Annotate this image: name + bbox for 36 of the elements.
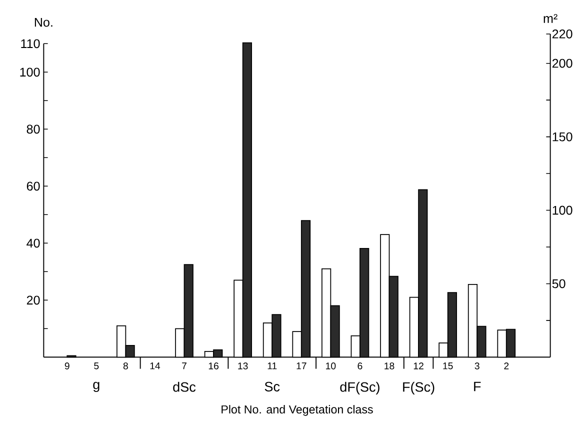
x-tick-label: 5 xyxy=(94,362,99,370)
text: g xyxy=(93,382,100,392)
x-tick-label: 13 xyxy=(238,362,248,370)
y-tick-label: 60 xyxy=(26,182,40,191)
y2-tick-label: 220 xyxy=(552,30,572,39)
x-tick-label: 14 xyxy=(150,362,160,370)
x-tick-label: 16 xyxy=(208,362,218,370)
x-tick-label: 6 xyxy=(358,362,362,370)
y-tick-label: 20 xyxy=(26,296,40,305)
x-tick-label: 18 xyxy=(384,362,394,370)
x-axis-title: Plot No. and Vegetation class xyxy=(222,405,373,416)
x-tick-label: 12 xyxy=(414,362,424,370)
x-tick-label: 9 xyxy=(64,362,70,370)
y2-tick-label: 150 xyxy=(552,132,572,142)
text: F xyxy=(474,382,481,392)
y-tick-label: 40 xyxy=(26,238,40,248)
x-tick-label: 15 xyxy=(443,362,453,370)
x-tick-label: 7 xyxy=(182,362,186,370)
text: Sc xyxy=(264,382,280,392)
text: F(Sc) xyxy=(403,382,434,395)
y2-tick-label: 100 xyxy=(552,206,572,215)
y-tick-label: 110 xyxy=(21,39,40,48)
y-tick-label: 100 xyxy=(20,68,40,77)
text: dSc xyxy=(173,382,196,392)
x-tick-label: 8 xyxy=(123,362,128,370)
x-tick-label: 11 xyxy=(268,362,277,370)
y2-axis-title: m² xyxy=(544,14,558,23)
y-axis-title: No. xyxy=(34,18,52,27)
y-tick-label: 80 xyxy=(26,124,40,134)
text: dF(Sc) xyxy=(340,382,380,395)
y2-tick-label: 200 xyxy=(552,59,572,68)
x-tick-label: 3 xyxy=(474,362,480,370)
x-tick-label: 2 xyxy=(504,362,509,370)
y2-tick-label: 50 xyxy=(552,279,566,288)
x-tick-label: 10 xyxy=(326,362,336,370)
x-tick-label: 17 xyxy=(296,362,306,370)
